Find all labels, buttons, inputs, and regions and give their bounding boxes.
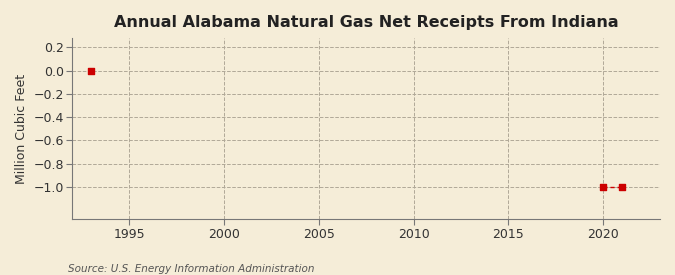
Y-axis label: Million Cubic Feet: Million Cubic Feet (15, 74, 28, 184)
Title: Annual Alabama Natural Gas Net Receipts From Indiana: Annual Alabama Natural Gas Net Receipts … (114, 15, 618, 30)
Point (598, 185, 609, 189)
Point (86, 68, 97, 73)
Text: Source: U.S. Energy Information Administration: Source: U.S. Energy Information Administ… (68, 264, 314, 274)
Point (617, 185, 628, 189)
